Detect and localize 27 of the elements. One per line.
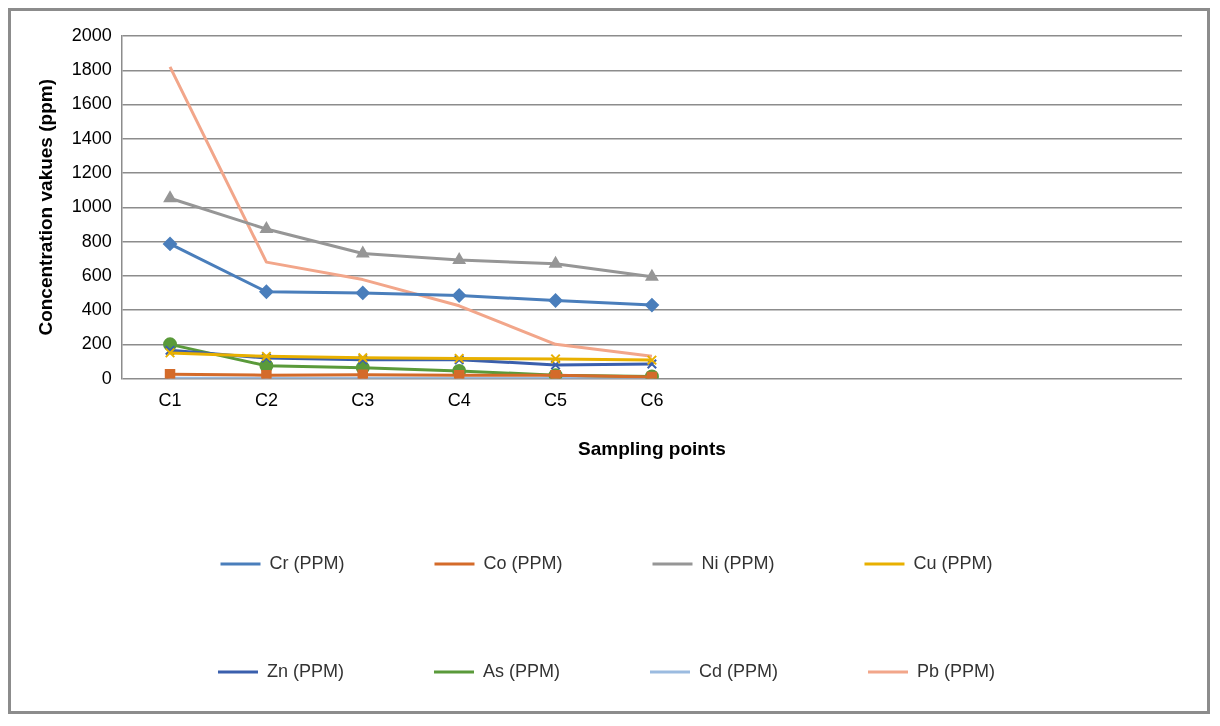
y-tick-label: 0	[101, 367, 112, 388]
legend-label: Cd (PPM)	[698, 660, 779, 681]
legend-label: Cr (PPM)	[269, 552, 345, 573]
x-tick-label: C4	[447, 390, 471, 411]
y-tick-label: 2000	[71, 24, 112, 45]
x-tick-label: C5	[544, 390, 568, 411]
y-tick-label: 1000	[71, 196, 112, 217]
x-tick-label: C2	[254, 390, 278, 411]
y-tick-label: 200	[81, 333, 112, 354]
legend-label: Co (PPM)	[483, 552, 563, 573]
y-tick-label: 800	[81, 230, 112, 251]
legend-label: Ni (PPM)	[701, 552, 775, 573]
legend-label: Cu (PPM)	[913, 552, 993, 573]
y-tick-label: 400	[81, 299, 112, 320]
y-tick-label: 1200	[71, 162, 112, 183]
y-tick-label: 1800	[71, 59, 112, 80]
legend-label: Pb (PPM)	[917, 660, 996, 681]
y-tick-label: 1400	[71, 127, 112, 148]
y-tick-label: 600	[81, 264, 112, 285]
x-tick-label: C3	[351, 390, 375, 411]
legend-label: Zn (PPM)	[266, 660, 345, 681]
x-tick-label: C6	[640, 390, 664, 411]
x-axis-title: Sampling points	[578, 437, 726, 459]
y-axis-title: Concentration vakues (ppm)	[34, 79, 56, 336]
legend-label: As (PPM)	[482, 660, 561, 681]
x-tick-label: C1	[158, 390, 182, 411]
y-tick-label: 1600	[71, 93, 112, 114]
